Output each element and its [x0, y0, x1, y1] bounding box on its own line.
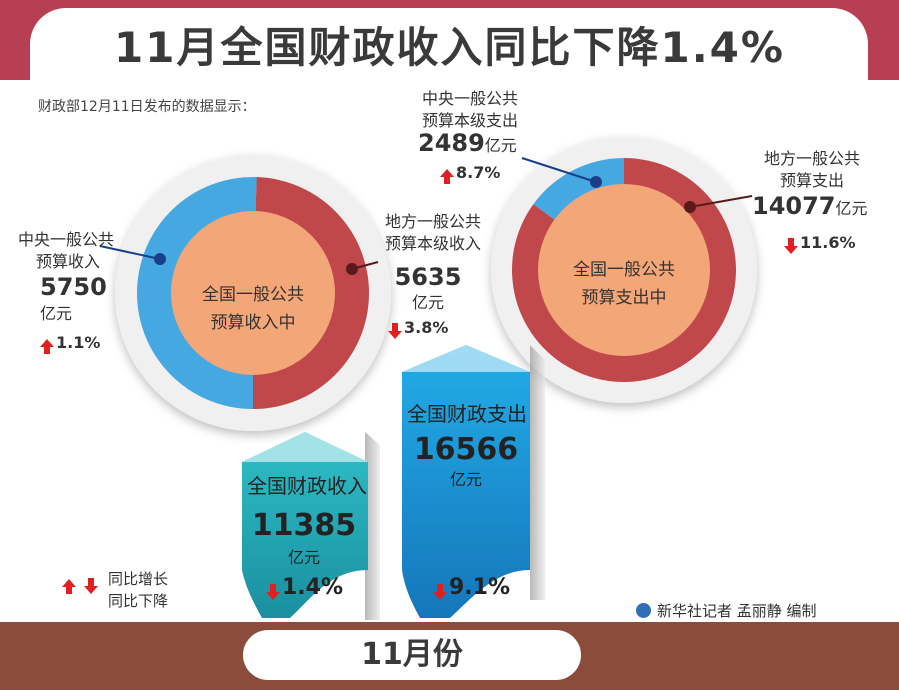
intro-text: 财政部12月11日发布的数据显示：	[38, 99, 256, 115]
donut2-core	[538, 184, 710, 356]
legend-arrows	[62, 572, 106, 594]
central-expense-value-line: 2489亿元	[418, 129, 538, 157]
bar-expense-label: 全国财政支出	[407, 402, 527, 426]
central-expense-unit: 亿元	[484, 136, 517, 155]
up-arrow-icon	[40, 339, 54, 354]
central-income-label-2: 预算收入	[36, 252, 101, 271]
up-arrow-icon	[440, 169, 454, 184]
central-expense-change: 8.7%	[440, 163, 501, 184]
local-income-label-2: 预算本级收入	[384, 234, 481, 253]
credit-text: 新华社记者 孟丽静 编制	[657, 602, 817, 620]
expense-center-line1: 全国一般公共	[573, 260, 675, 280]
credit-line: 新华社记者 孟丽静 编制	[636, 600, 817, 621]
bar-income-unit: 亿元	[287, 548, 320, 567]
local-expense-label-1: 地方一般公共	[763, 149, 860, 168]
down-arrow-icon	[84, 578, 98, 594]
legend-up-text: 同比增长	[108, 570, 169, 588]
income-center-line2: 预算收入中	[210, 313, 296, 333]
title-panel	[30, 8, 868, 80]
local-income-value: 5635	[394, 263, 462, 291]
bar-income-label: 全国财政收入	[247, 474, 367, 498]
expense-donut-center-label: 全国一般公共 预算支出中	[554, 256, 694, 312]
central-expense-label-2: 预算本级支出	[421, 111, 518, 130]
central-income-change: 1.1%	[40, 333, 101, 354]
legend-down-text: 同比下降	[108, 592, 169, 610]
local-expense-label-2: 预算支出	[779, 171, 844, 190]
local-expense-value: 14077	[752, 192, 836, 220]
local-income-change-text: 3.8%	[404, 318, 449, 337]
central-income-change-text: 1.1%	[56, 333, 101, 352]
page-title: 11月全国财政收入同比下降1.4%	[114, 23, 785, 72]
central-expense-label-1: 中央一般公共	[421, 89, 518, 108]
local-expense-value-line: 14077亿元	[752, 192, 882, 220]
leader-central-income	[99, 245, 161, 260]
central-income-label: 中央一般公共 预算收入	[18, 229, 138, 273]
local-income-change: 3.8%	[388, 318, 449, 339]
expense-center-line2: 预算支出中	[581, 288, 667, 308]
bar-income-change: 1.4%	[266, 575, 343, 600]
down-arrow-icon	[388, 323, 402, 339]
local-expense-unit: 亿元	[835, 199, 868, 218]
bar-expense-change: 9.1%	[433, 575, 510, 600]
leader-central-expense	[521, 157, 597, 183]
up-arrow-icon	[62, 579, 76, 594]
xinhua-logo-icon	[636, 603, 651, 618]
leader-local-expense	[689, 195, 753, 208]
bar-expense	[402, 345, 530, 618]
local-expense-label: 地方一般公共 预算支出	[752, 148, 872, 192]
central-income-value: 5750	[40, 273, 107, 301]
donut1-core	[171, 211, 335, 375]
central-income-unit: 亿元	[40, 304, 73, 323]
income-center-line1: 全国一般公共	[202, 285, 304, 305]
bar-income-change-text: 1.4%	[282, 575, 344, 600]
down-arrow-icon	[784, 238, 798, 254]
local-income-label-1: 地方一般公共	[384, 212, 481, 231]
bar-income	[242, 432, 368, 618]
income-donut-center-label: 全国一般公共 预算收入中	[183, 281, 323, 337]
central-expense-label: 中央一般公共 预算本级支出	[405, 88, 535, 132]
bar-expense-value: 16566	[413, 432, 519, 467]
down-arrow-icon	[433, 584, 447, 600]
income-donut	[136, 176, 369, 409]
central-expense-change-text: 8.7%	[456, 163, 501, 182]
central-income-label-1: 中央一般公共	[18, 230, 115, 249]
local-income-label: 地方一般公共 预算本级收入	[368, 211, 498, 255]
expense-donut	[512, 158, 736, 382]
down-arrow-icon	[266, 584, 280, 600]
bar-expense-change-text: 9.1%	[449, 575, 511, 600]
local-income-unit: 亿元	[411, 293, 444, 312]
bar-income-value: 11385	[251, 508, 357, 543]
central-expense-value: 2489	[418, 129, 485, 157]
local-expense-change-text: 11.6%	[800, 233, 856, 252]
month-label: 11月份	[243, 630, 581, 680]
local-expense-change: 11.6%	[784, 233, 856, 254]
bar-expense-unit: 亿元	[449, 470, 482, 489]
